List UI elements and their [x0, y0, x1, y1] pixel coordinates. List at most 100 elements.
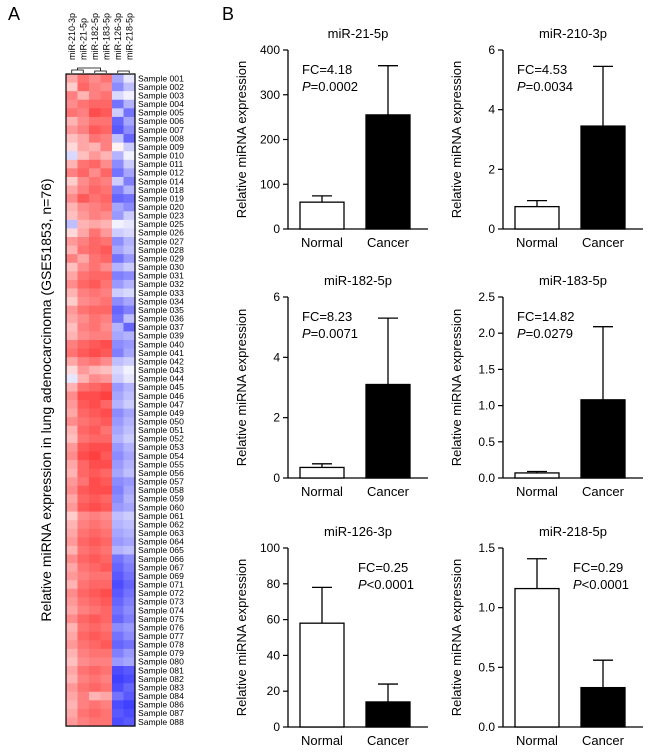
- heatmap-row-label: Sample 008: [138, 133, 184, 143]
- heatmap-cell: [112, 571, 124, 581]
- heatmap-cell: [100, 700, 113, 710]
- heatmap-cell: [100, 228, 113, 238]
- heatmap-cell: [66, 314, 78, 324]
- heatmap-cell: [112, 271, 124, 281]
- heatmap-cell: [77, 357, 90, 367]
- heatmap-cell: [100, 134, 113, 144]
- heatmap-cell: [77, 339, 90, 349]
- heatmap-cell: [89, 477, 101, 487]
- y-tick-label: 400: [260, 43, 280, 57]
- heatmap-cell: [66, 134, 78, 144]
- heatmap-cell: [66, 588, 78, 598]
- heatmap-column-label: miR-126-3p: [113, 13, 123, 60]
- heatmap-cell: [89, 134, 101, 144]
- heatmap-cell: [77, 297, 90, 307]
- heatmap-row-label: Sample 080: [138, 657, 184, 667]
- heatmap-cell: [89, 202, 101, 212]
- heatmap-cell: [66, 477, 78, 487]
- heatmap-cell: [112, 563, 124, 573]
- heatmap-cell: [100, 588, 113, 598]
- x-tick-label: Cancer: [367, 733, 410, 748]
- heatmap-cell: [66, 571, 78, 581]
- heatmap-cell: [77, 271, 90, 281]
- heatmap-row-label: Sample 058: [138, 485, 184, 495]
- heatmap-row-label: Sample 067: [138, 562, 184, 572]
- heatmap-row-label: Sample 084: [138, 691, 184, 701]
- heatmap-cell: [89, 417, 101, 427]
- heatmap-cell: [100, 168, 113, 178]
- heatmap-cell: [112, 408, 124, 418]
- y-tick-label: 4: [488, 103, 495, 117]
- heatmap-cell: [89, 657, 101, 667]
- heatmap-cell: [112, 674, 124, 684]
- heatmap-row-label: Sample 011: [138, 159, 183, 169]
- heatmap-row-label: Sample 071: [138, 580, 184, 590]
- heatmap-cell: [100, 400, 113, 410]
- heatmap-row-label: Sample 023: [138, 211, 184, 221]
- heatmap-cell: [123, 408, 136, 418]
- heatmap-row-label: Sample 079: [138, 648, 184, 658]
- heatmap-cell: [123, 91, 136, 101]
- heatmap-row-label: Sample 007: [138, 125, 184, 135]
- x-tick-label: Cancer: [367, 235, 410, 250]
- heatmap-cell: [66, 211, 78, 221]
- x-tick-label: Cancer: [582, 733, 625, 748]
- heatmap-cell: [77, 588, 90, 598]
- heatmap-cell: [89, 580, 101, 590]
- heatmap-cell: [112, 339, 124, 349]
- heatmap-cell: [112, 460, 124, 470]
- heatmap-cell: [123, 554, 136, 564]
- x-tick-label: Normal: [516, 733, 558, 748]
- heatmap-cell: [123, 331, 136, 341]
- heatmap-cell: [123, 159, 136, 169]
- heatmap-cell: [66, 357, 78, 367]
- heatmap-cell: [123, 82, 136, 92]
- heatmap-cell: [123, 400, 136, 410]
- heatmap-row-label: Sample 082: [138, 674, 184, 684]
- heatmap-cell: [66, 442, 78, 452]
- heatmap-cell: [123, 262, 136, 272]
- heatmap-cell: [89, 528, 101, 538]
- heatmap-cell: [112, 219, 124, 229]
- heatmap-cell: [112, 99, 124, 109]
- heatmap-cell: [123, 700, 136, 710]
- chart-title: miR-182-5p: [324, 273, 392, 288]
- heatmap-cell: [123, 683, 136, 693]
- heatmap-cell: [66, 322, 78, 332]
- heatmap-cell: [123, 657, 136, 667]
- heatmap-row-label: Sample 035: [138, 305, 184, 315]
- heatmap-cell: [66, 374, 78, 384]
- heatmap-cell: [77, 99, 90, 109]
- heatmap-cell: [112, 134, 124, 144]
- heatmap-cell: [100, 657, 113, 667]
- heatmap-cell: [66, 537, 78, 547]
- heatmap-cell: [112, 168, 124, 178]
- dendrogram-branch: [117, 70, 130, 73]
- heatmap-cell: [123, 271, 136, 281]
- heatmap-cell: [123, 442, 136, 452]
- heatmap-cell: [100, 691, 113, 701]
- heatmap-cell: [66, 605, 78, 615]
- heatmap-cell: [100, 494, 113, 504]
- heatmap-cell: [100, 631, 113, 641]
- heatmap-cell: [77, 185, 90, 195]
- y-tick-label: 20: [267, 684, 281, 698]
- heatmap-cell: [123, 134, 136, 144]
- heatmap-cell: [66, 666, 78, 675]
- heatmap-cell: [77, 331, 90, 341]
- heatmap-cell: [66, 554, 78, 564]
- heatmap-dendrogram: [71, 67, 130, 73]
- heatmap-cell: [112, 357, 124, 367]
- heatmap-cell: [66, 331, 78, 341]
- heatmap-cell: [123, 674, 136, 684]
- x-tick-label: Normal: [301, 235, 343, 250]
- heatmap-cell: [123, 511, 136, 521]
- heatmap-row-label: Sample 026: [138, 228, 184, 238]
- heatmap-cell: [89, 683, 101, 693]
- heatmap-cell: [123, 116, 136, 126]
- heatmap-cell: [66, 623, 78, 633]
- p-value-label: P=0.0002: [302, 79, 358, 94]
- heatmap-row-label: Sample 019: [138, 193, 184, 203]
- heatmap-cell: [112, 511, 124, 521]
